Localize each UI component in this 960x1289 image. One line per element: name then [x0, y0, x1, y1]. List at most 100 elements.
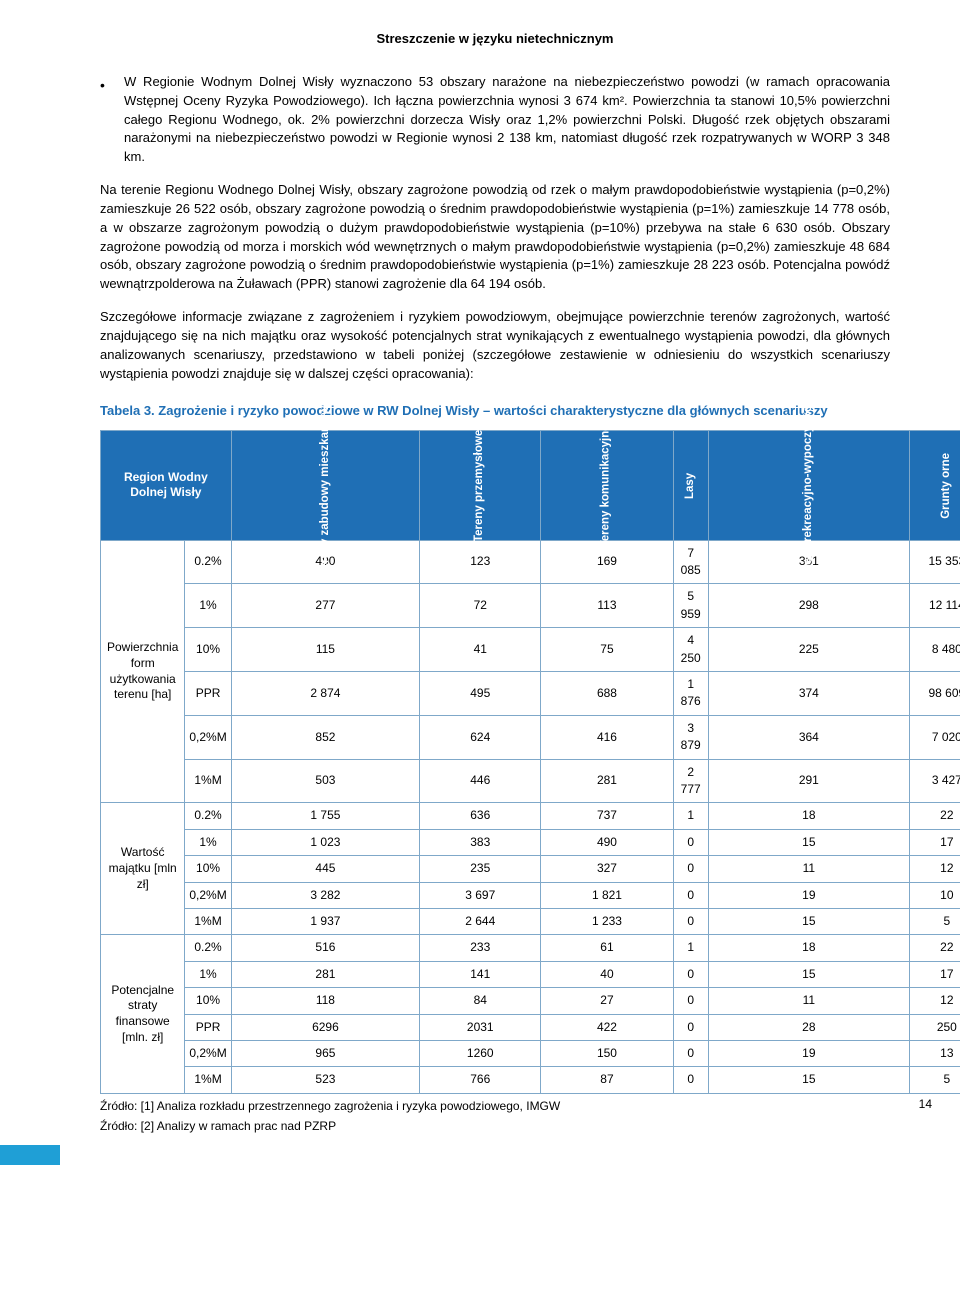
bullet-text: W Regionie Wodnym Dolnej Wisły wyznaczon…	[124, 73, 890, 167]
data-cell: 15 353	[909, 540, 960, 584]
scenario-cell: 1%	[185, 584, 231, 628]
table-row: 1%M1 9372 6441 2330155705 841	[101, 908, 960, 934]
data-cell: 965	[231, 1040, 419, 1066]
data-cell: 13	[909, 1040, 960, 1066]
col-header: Grunty orne	[909, 430, 960, 540]
table-row: Powierzchnia form użytkowania terenu [ha…	[101, 540, 960, 584]
data-cell: 41	[420, 628, 541, 672]
table-row: 0,2%M3 2823 6971 821019101008 838	[101, 882, 960, 908]
data-cell: 1 755	[231, 803, 419, 829]
data-cell: 0	[673, 1014, 708, 1040]
col-header: Lasy	[673, 430, 708, 540]
data-cell: 22	[909, 935, 960, 961]
row-group-label: Wartość majątku [mln zł]	[101, 803, 185, 935]
data-cell: 766	[420, 1067, 541, 1093]
data-cell: 688	[541, 672, 673, 716]
paragraph-1: Na terenie Regionu Wodnego Dolnej Wisły,…	[100, 181, 890, 294]
scenario-cell: 10%	[185, 988, 231, 1014]
data-cell: 75	[541, 628, 673, 672]
data-cell: 277	[231, 584, 419, 628]
table-row: Potencjalne straty finansowe [mln. zł]0.…	[101, 935, 960, 961]
table-row: 1%2811414001517140509	[101, 961, 960, 987]
data-cell: 490	[541, 829, 673, 855]
data-cell: 28	[708, 1014, 909, 1040]
bullet-icon	[100, 73, 124, 167]
data-cell: 6296	[231, 1014, 419, 1040]
data-cell: 1 023	[231, 829, 419, 855]
data-cell: 0	[673, 988, 708, 1014]
data-cell: 374	[708, 672, 909, 716]
data-cell: 7 085	[673, 540, 708, 584]
table-header-row: Region Wodny Dolnej Wisły Tereny zabudow…	[101, 430, 960, 540]
data-cell: 61	[541, 935, 673, 961]
data-cell: 18	[708, 803, 909, 829]
data-cell: 1	[673, 803, 708, 829]
table-caption: Tabela 3. Zagrożenie i ryzyko powodziowe…	[100, 402, 890, 420]
data-cell: 281	[541, 759, 673, 803]
page-number: 14	[919, 1096, 932, 1113]
data-cell: 624	[420, 715, 541, 759]
data-cell: 115	[231, 628, 419, 672]
data-cell: 4 250	[673, 628, 708, 672]
data-cell: 327	[541, 856, 673, 882]
data-cell: 15	[708, 908, 909, 934]
col-header: Tereny przemysłowe	[420, 430, 541, 540]
data-cell: 3 427	[909, 759, 960, 803]
data-cell: 1 876	[673, 672, 708, 716]
paragraph-2: Szczegółowe informacje związane z zagroż…	[100, 308, 890, 383]
col-header: Tereny zabudowy mieszkaniowej	[231, 430, 419, 540]
row-group-label: Powierzchnia form użytkowania terenu [ha…	[101, 540, 185, 803]
scenario-cell: 0,2%M	[185, 882, 231, 908]
data-cell: 281	[231, 961, 419, 987]
data-cell: 852	[231, 715, 419, 759]
data-cell: 495	[420, 672, 541, 716]
data-cell: 150	[541, 1040, 673, 1066]
data-cell: 11	[708, 988, 909, 1014]
data-cell: 235	[420, 856, 541, 882]
data-cell: 5 959	[673, 584, 708, 628]
data-cell: 87	[541, 1067, 673, 1093]
data-cell: 1 821	[541, 882, 673, 908]
table-row: PPR629620314220282501809045	[101, 1014, 960, 1040]
scenario-cell: 1%	[185, 961, 231, 987]
table-row: 10%445235327011121101 042	[101, 856, 960, 882]
data-cell: 2031	[420, 1014, 541, 1040]
data-cell: 12	[909, 856, 960, 882]
scenario-cell: 0.2%	[185, 803, 231, 829]
data-cell: 1	[673, 935, 708, 961]
data-cell: 118	[231, 988, 419, 1014]
data-cell: 15	[708, 829, 909, 855]
table-row: 10%11541754 2502258 48015 8811 33730 404	[101, 628, 960, 672]
data-cell: 225	[708, 628, 909, 672]
table-row: 1%1 023383490015171401 944	[101, 829, 960, 855]
data-cell: 27	[541, 988, 673, 1014]
data-cell: 98 609	[909, 672, 960, 716]
row-group-label: Potencjalne straty finansowe [mln. zł]	[101, 935, 185, 1093]
data-cell: 1260	[420, 1040, 541, 1066]
page-header: Streszczenie w języku nietechnicznym	[100, 30, 890, 49]
data-cell: 291	[708, 759, 909, 803]
scenario-cell: 10%	[185, 628, 231, 672]
data-cell: 3 282	[231, 882, 419, 908]
data-cell: 233	[420, 935, 541, 961]
region-header: Region Wodny Dolnej Wisły	[101, 430, 232, 540]
data-cell: 416	[541, 715, 673, 759]
scenario-cell: 1%	[185, 829, 231, 855]
data-cell: 12 114	[909, 584, 960, 628]
table-row: PPR2 8744956881 87637498 60915 201197120…	[101, 672, 960, 716]
data-cell: 12	[909, 988, 960, 1014]
data-cell: 2 644	[420, 908, 541, 934]
data-cell: 0	[673, 856, 708, 882]
data-cell: 422	[541, 1014, 673, 1040]
data-cell: 84	[420, 988, 541, 1014]
table-row: 1%M523766870155701403	[101, 1067, 960, 1093]
data-cell: 446	[420, 759, 541, 803]
scenario-cell: 0,2%M	[185, 1040, 231, 1066]
data-cell: 15	[708, 961, 909, 987]
data-cell: 40	[541, 961, 673, 987]
bullet-item: W Regionie Wodnym Dolnej Wisły wyznaczon…	[100, 73, 890, 167]
data-cell: 113	[541, 584, 673, 628]
data-cell: 0	[673, 1040, 708, 1066]
col-header: Tereny rekreacyjno-wypoczynkowe	[708, 430, 909, 540]
data-cell: 0	[673, 829, 708, 855]
